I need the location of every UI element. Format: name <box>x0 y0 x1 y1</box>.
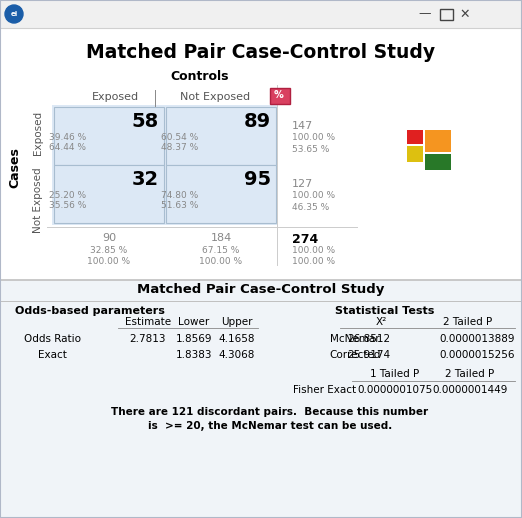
Bar <box>407 130 423 144</box>
Text: 0.0000001075: 0.0000001075 <box>358 385 433 395</box>
Bar <box>54 107 164 165</box>
Text: 95: 95 <box>244 170 271 189</box>
Text: Estimate: Estimate <box>125 317 171 327</box>
Text: 46.35 %: 46.35 % <box>292 203 329 211</box>
Text: 90: 90 <box>102 233 116 243</box>
Text: ei: ei <box>10 11 18 17</box>
Text: Matched Pair Case-Control Study: Matched Pair Case-Control Study <box>87 44 435 63</box>
Text: %: % <box>274 90 284 100</box>
Text: Matched Pair Case-Control Study: Matched Pair Case-Control Study <box>137 283 385 296</box>
Bar <box>425 130 451 152</box>
Text: 2 Tailed P: 2 Tailed P <box>445 369 495 379</box>
FancyBboxPatch shape <box>269 88 290 104</box>
Text: 147: 147 <box>292 121 313 131</box>
Text: ✕: ✕ <box>460 7 470 21</box>
Bar <box>0 28 522 280</box>
Text: 100.00 %: 100.00 % <box>199 257 243 266</box>
Text: 32.85 %: 32.85 % <box>90 246 127 255</box>
Text: 39.46 %: 39.46 % <box>49 133 86 141</box>
Text: Statistical Tests: Statistical Tests <box>335 306 435 316</box>
Text: 100.00 %: 100.00 % <box>88 257 130 266</box>
Text: 26.8512: 26.8512 <box>347 334 390 344</box>
Text: 100.00 %: 100.00 % <box>292 246 335 255</box>
Bar <box>425 154 451 170</box>
Text: Upper: Upper <box>221 317 253 327</box>
Bar <box>407 146 423 162</box>
Text: McNemar: McNemar <box>330 334 380 344</box>
Text: Controls: Controls <box>171 69 229 82</box>
Text: 25.9174: 25.9174 <box>347 350 390 360</box>
Text: 67.15 %: 67.15 % <box>203 246 240 255</box>
Text: 1.8383: 1.8383 <box>176 350 212 360</box>
Text: 4.1658: 4.1658 <box>219 334 255 344</box>
Text: 60.54 %: 60.54 % <box>161 133 198 141</box>
Bar <box>166 165 276 223</box>
Text: Corrected: Corrected <box>329 350 381 360</box>
Text: is  >= 20, the McNemar test can be used.: is >= 20, the McNemar test can be used. <box>148 421 392 431</box>
Text: 0.0000015256: 0.0000015256 <box>440 350 515 360</box>
Text: 100.00 %: 100.00 % <box>292 257 335 266</box>
Bar <box>52 105 277 225</box>
Text: 1 Tailed P: 1 Tailed P <box>371 369 420 379</box>
Text: Odds-based parameters: Odds-based parameters <box>15 306 165 316</box>
Text: Not Exposed: Not Exposed <box>180 92 250 102</box>
Text: —: — <box>419 7 431 21</box>
Text: 35.56 %: 35.56 % <box>49 200 86 209</box>
Text: 100.00 %: 100.00 % <box>292 133 335 141</box>
Text: 58: 58 <box>132 112 159 131</box>
Text: Cases: Cases <box>8 148 21 189</box>
Text: 2 Tailed P: 2 Tailed P <box>443 317 493 327</box>
Text: Exact: Exact <box>38 350 66 360</box>
Text: 0.0000001449: 0.0000001449 <box>432 385 508 395</box>
Text: Odds Ratio: Odds Ratio <box>23 334 80 344</box>
Text: Exposed: Exposed <box>91 92 138 102</box>
Text: 2.7813: 2.7813 <box>130 334 166 344</box>
Text: Fisher Exact: Fisher Exact <box>293 385 357 395</box>
Bar <box>166 107 276 165</box>
Text: 0.0000013889: 0.0000013889 <box>440 334 515 344</box>
Text: 127: 127 <box>292 179 313 189</box>
Text: 32: 32 <box>132 170 159 189</box>
Text: 89: 89 <box>244 112 271 131</box>
Text: Not Exposed: Not Exposed <box>33 167 43 233</box>
Text: There are 121 discordant pairs.  Because this number: There are 121 discordant pairs. Because … <box>111 407 429 417</box>
Text: 100.00 %: 100.00 % <box>292 191 335 199</box>
Text: 25.20 %: 25.20 % <box>49 191 86 199</box>
Text: 1.8569: 1.8569 <box>176 334 212 344</box>
Text: 48.37 %: 48.37 % <box>161 142 198 151</box>
Bar <box>54 165 164 223</box>
Text: 64.44 %: 64.44 % <box>49 142 86 151</box>
Bar <box>0 280 522 518</box>
Text: 53.65 %: 53.65 % <box>292 145 329 153</box>
Text: 4.3068: 4.3068 <box>219 350 255 360</box>
Text: Lower: Lower <box>179 317 210 327</box>
Bar <box>0 0 522 28</box>
Text: 51.63 %: 51.63 % <box>161 200 198 209</box>
Bar <box>440 9 453 20</box>
Text: 74.80 %: 74.80 % <box>161 191 198 199</box>
Text: Exposed: Exposed <box>33 111 43 155</box>
Text: X²: X² <box>375 317 387 327</box>
Circle shape <box>5 5 23 23</box>
Text: 184: 184 <box>210 233 232 243</box>
Text: 274: 274 <box>292 233 318 246</box>
